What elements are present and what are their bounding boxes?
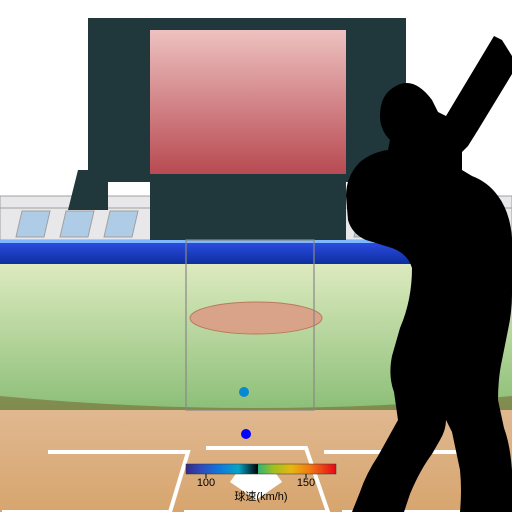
- legend-gradient: [186, 464, 336, 474]
- pitchers-mound: [190, 302, 322, 334]
- stands-window: [60, 211, 94, 237]
- pitch-marker: [239, 387, 249, 397]
- scoreboard-stem: [150, 182, 346, 246]
- pitch-location-chart: 100 150 球速(km/h): [0, 0, 512, 512]
- chart-svg: 100 150 球速(km/h): [0, 0, 512, 512]
- legend-tick-label: 150: [297, 477, 315, 489]
- scoreboard-screen: [150, 30, 346, 174]
- stands-window: [104, 211, 138, 237]
- legend-tick-label: 100: [197, 477, 215, 489]
- legend-label: 球速(km/h): [234, 489, 287, 503]
- pitch-marker: [241, 429, 251, 439]
- stands-window: [16, 211, 50, 237]
